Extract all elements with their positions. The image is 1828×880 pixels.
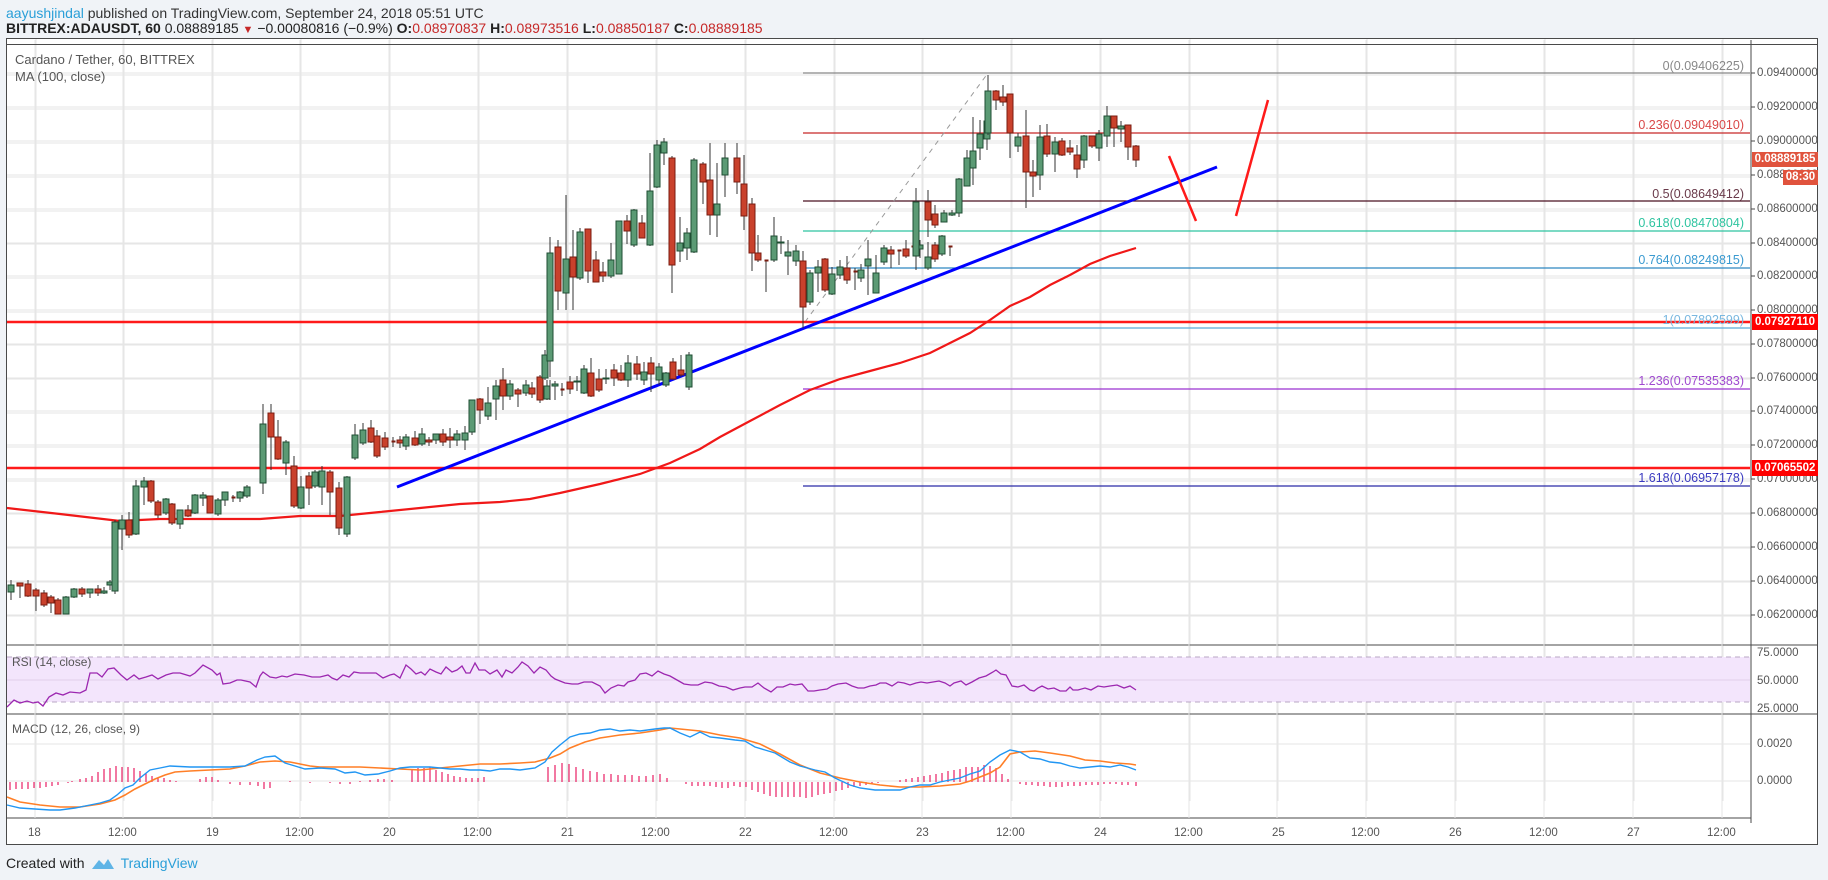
macd-legend[interactable]: MACD (12, 26, close, 9) — [12, 722, 141, 736]
symbol-info: BITTREX:ADAUSDT, 60 0.08889185 ▼ −0.0008… — [6, 20, 763, 36]
rsi-legend[interactable]: RSI (14, close) — [12, 655, 92, 669]
created-with-text: Created with — [6, 855, 85, 871]
fib-label-1618: 1.618(0.06957178) — [1638, 471, 1744, 485]
fib-label-0: 0(0.09406225) — [1662, 59, 1744, 73]
bar-countdown-badge: 08:30 — [1783, 170, 1818, 185]
fib-label-1: 1(0.07892599) — [1662, 313, 1744, 327]
last-price-badge: 0.08889185 — [1752, 152, 1818, 167]
open-value: 0.08970837 — [412, 20, 487, 36]
fib-label-0618: 0.618(0.08470804) — [1638, 216, 1744, 230]
tradingview-logo-icon — [91, 859, 114, 869]
macd-histogram — [9, 763, 1137, 798]
time-axis[interactable]: 18 12:00 19 12:00 20 12:00 21 12:00 22 1… — [28, 827, 1736, 839]
macd-signal-line — [6, 727, 1137, 808]
publish-text: published on TradingView.com, September … — [87, 5, 484, 21]
high-value: 0.08973516 — [504, 20, 579, 36]
publish-info: aayushjindal published on TradingView.co… — [6, 5, 484, 21]
chart-title: Cardano / Tether, 60, BITTREX — [15, 52, 195, 67]
tradingview-link[interactable]: TradingView — [120, 855, 198, 871]
fib-label-0764: 0.764(0.08249815) — [1638, 253, 1744, 267]
price-axis[interactable]: 0.09400000 0.09200000 0.09000000 0.08800… — [1757, 67, 1818, 787]
candles — [7, 75, 1140, 615]
footer: Created with TradingView — [6, 855, 198, 871]
hline-badge-2: 0.07065502 — [1752, 460, 1818, 476]
ma-legend[interactable]: MA (100, close) — [15, 69, 106, 84]
fib-label-0236: 0.236(0.09049010) — [1638, 118, 1744, 132]
down-arrow-icon: ▼ — [242, 24, 254, 36]
close-value: 0.08889185 — [688, 20, 763, 36]
fib-label-1236: 1.236(0.07535383) — [1638, 374, 1744, 388]
symbol: BITTREX:ADAUSDT, 60 — [6, 20, 161, 36]
low-value: 0.08850187 — [595, 20, 670, 36]
hline-badge-1: 0.07927110 — [1752, 314, 1818, 330]
macd-line — [6, 727, 1137, 811]
author-link[interactable]: aayushjindal — [6, 5, 84, 21]
last-price: 0.08889185 — [164, 20, 239, 36]
rsi-line — [6, 661, 1137, 708]
price-change: −0.00080816 (−0.9%) — [257, 20, 393, 36]
fib-label-05: 0.5(0.08649412) — [1652, 187, 1744, 201]
